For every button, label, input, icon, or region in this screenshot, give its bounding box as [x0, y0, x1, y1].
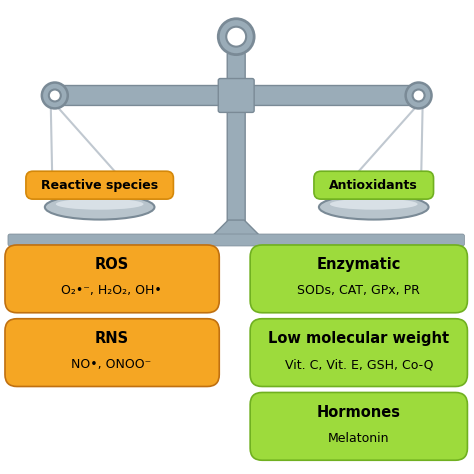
Text: NO•, ONOO⁻: NO•, ONOO⁻ [72, 358, 152, 371]
Circle shape [406, 82, 431, 109]
Ellipse shape [45, 195, 155, 219]
FancyBboxPatch shape [250, 319, 467, 386]
Circle shape [218, 19, 254, 55]
Circle shape [42, 82, 68, 109]
FancyBboxPatch shape [52, 85, 421, 105]
Circle shape [412, 90, 425, 101]
FancyBboxPatch shape [26, 171, 173, 199]
Text: Hormones: Hormones [317, 405, 401, 420]
FancyBboxPatch shape [5, 245, 219, 313]
Text: Vit. C, Vit. E, GSH, Co-Q: Vit. C, Vit. E, GSH, Co-Q [284, 358, 433, 371]
Text: Enzymatic: Enzymatic [317, 257, 401, 273]
Ellipse shape [330, 199, 418, 210]
Text: Antioxidants: Antioxidants [329, 179, 418, 191]
Text: SODs, CAT, GPx, PR: SODs, CAT, GPx, PR [297, 284, 420, 297]
FancyBboxPatch shape [218, 79, 254, 112]
FancyBboxPatch shape [8, 234, 465, 246]
FancyBboxPatch shape [250, 392, 467, 460]
FancyBboxPatch shape [5, 319, 219, 386]
FancyBboxPatch shape [314, 171, 434, 199]
FancyBboxPatch shape [227, 53, 245, 242]
Ellipse shape [56, 199, 144, 210]
FancyBboxPatch shape [250, 245, 467, 313]
Text: RNS: RNS [94, 331, 128, 346]
Text: O₂•⁻, H₂O₂, OH•: O₂•⁻, H₂O₂, OH• [61, 284, 162, 297]
Circle shape [49, 90, 61, 101]
Circle shape [226, 27, 246, 46]
Text: ROS: ROS [94, 257, 129, 273]
Polygon shape [208, 220, 264, 240]
Text: Reactive species: Reactive species [41, 179, 158, 191]
Text: Low molecular weight: Low molecular weight [268, 331, 449, 346]
Text: Melatonin: Melatonin [328, 432, 390, 445]
Ellipse shape [319, 195, 428, 219]
